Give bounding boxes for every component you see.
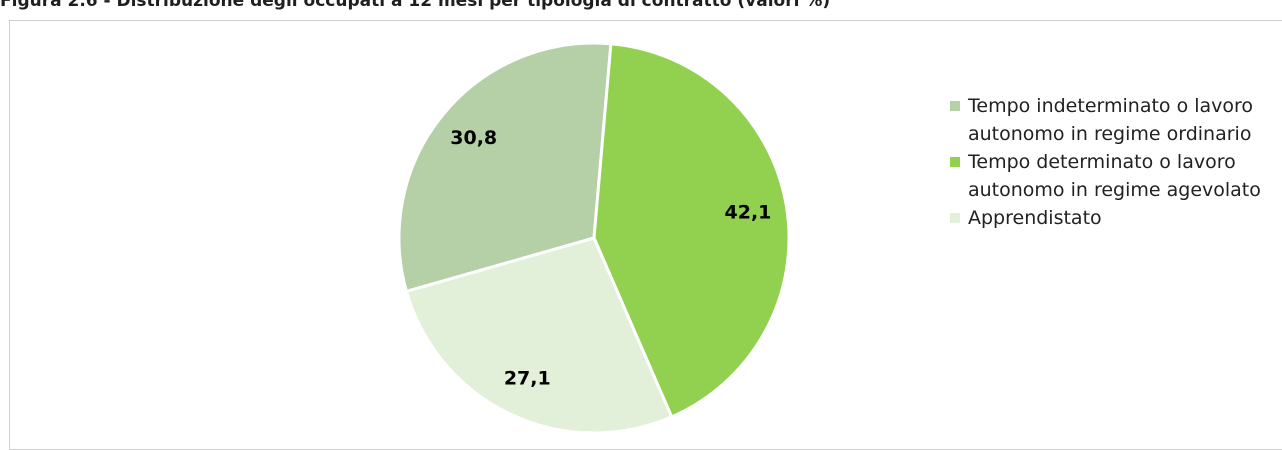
legend-swatch (950, 213, 960, 223)
legend-item: Tempo determinato o lavoro autonomo in r… (950, 148, 1280, 204)
pie-slice (404, 236, 674, 435)
legend-item: Tempo indeterminato o lavoro autonomo in… (950, 92, 1280, 148)
pie-slice (397, 41, 613, 294)
data-label: 30,8 (450, 127, 497, 149)
legend-label: Apprendistato (968, 207, 1102, 229)
data-label: 42,1 (725, 201, 772, 223)
chart-title: Figura 2.6 - Distribuzione degli occupat… (0, 0, 831, 11)
legend-item: Apprendistato (950, 204, 1280, 232)
legend-label: Tempo indeterminato o lavoro autonomo in… (968, 95, 1254, 145)
pie-slice (592, 42, 791, 419)
legend-swatch (950, 101, 960, 111)
legend-label: Tempo determinato o lavoro autonomo in r… (968, 151, 1261, 201)
legend-swatch (950, 157, 960, 167)
legend: Tempo indeterminato o lavoro autonomo in… (950, 92, 1280, 232)
chart: 30,8 42,1 27,1 (397, 41, 791, 435)
data-label: 27,1 (504, 368, 551, 390)
